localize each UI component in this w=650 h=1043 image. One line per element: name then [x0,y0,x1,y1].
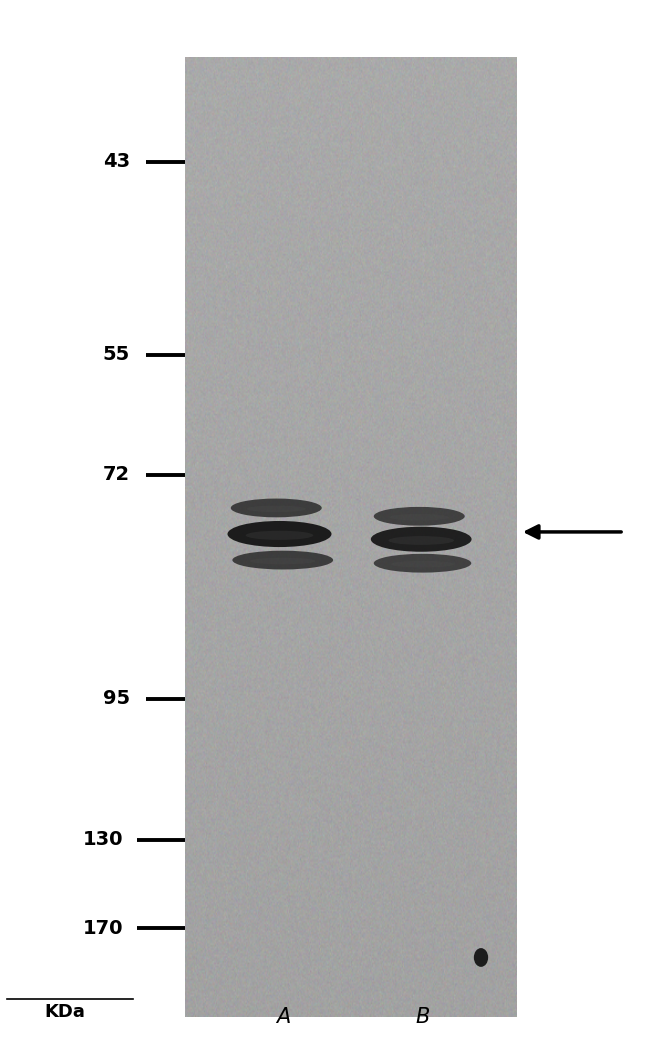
Text: 170: 170 [83,919,124,938]
Text: 72: 72 [103,465,130,484]
Ellipse shape [250,558,315,564]
Text: 55: 55 [103,345,130,364]
Ellipse shape [390,514,449,520]
Ellipse shape [231,499,322,517]
Ellipse shape [474,948,488,967]
Text: KDa: KDa [45,1002,85,1021]
Text: 130: 130 [83,830,124,849]
Ellipse shape [374,554,471,573]
Ellipse shape [246,531,313,540]
Ellipse shape [389,536,454,544]
Ellipse shape [247,506,306,512]
Text: 43: 43 [103,152,130,171]
Text: 95: 95 [103,689,130,708]
Text: A: A [276,1006,290,1027]
Ellipse shape [374,507,465,526]
Text: B: B [415,1006,430,1027]
Ellipse shape [233,551,333,569]
Ellipse shape [227,522,332,548]
Ellipse shape [370,527,472,552]
Ellipse shape [391,561,454,567]
